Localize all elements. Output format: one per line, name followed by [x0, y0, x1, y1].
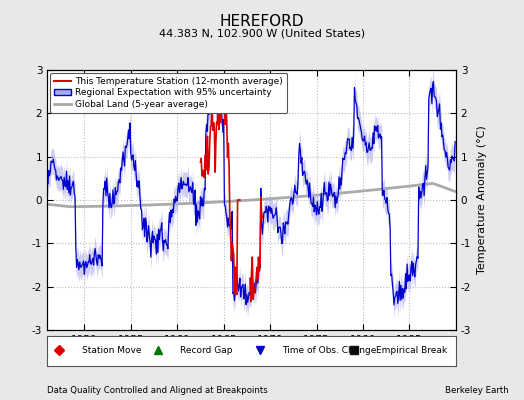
Text: Data Quality Controlled and Aligned at Breakpoints: Data Quality Controlled and Aligned at B…: [47, 386, 268, 395]
Legend: This Temperature Station (12-month average), Regional Expectation with 95% uncer: This Temperature Station (12-month avera…: [50, 73, 287, 113]
Text: 44.383 N, 102.900 W (United States): 44.383 N, 102.900 W (United States): [159, 28, 365, 38]
Text: Station Move: Station Move: [82, 346, 141, 355]
Text: Time of Obs. Change: Time of Obs. Change: [282, 346, 377, 355]
Y-axis label: Temperature Anomaly (°C): Temperature Anomaly (°C): [477, 126, 487, 274]
Text: Record Gap: Record Gap: [180, 346, 233, 355]
Text: HEREFORD: HEREFORD: [220, 14, 304, 29]
Text: Empirical Break: Empirical Break: [376, 346, 447, 355]
Text: Berkeley Earth: Berkeley Earth: [444, 386, 508, 395]
